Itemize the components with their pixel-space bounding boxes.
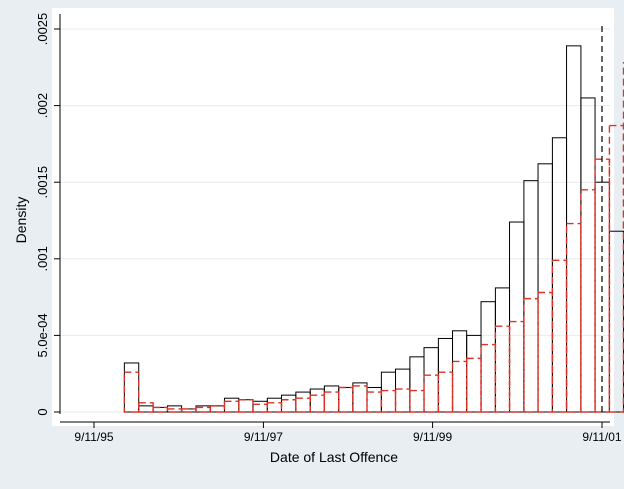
x-tick-label: 9/11/01: [582, 430, 621, 444]
x-tick-label: 9/11/97: [244, 430, 283, 444]
y-tick-label: 0: [35, 408, 50, 415]
x-tick-label: 9/11/95: [74, 430, 113, 444]
y-axis-label: Density: [13, 197, 29, 244]
y-tick-label: .002: [35, 93, 50, 118]
x-tick-label: 9/11/99: [413, 430, 452, 444]
y-tick-label: .0025: [35, 13, 50, 46]
x-axis-label: Date of Last Offence: [270, 449, 398, 465]
y-tick-label: .0015: [35, 166, 50, 199]
y-tick-label: 5.0e-04: [35, 313, 50, 357]
y-tick-label: .001: [35, 246, 50, 271]
